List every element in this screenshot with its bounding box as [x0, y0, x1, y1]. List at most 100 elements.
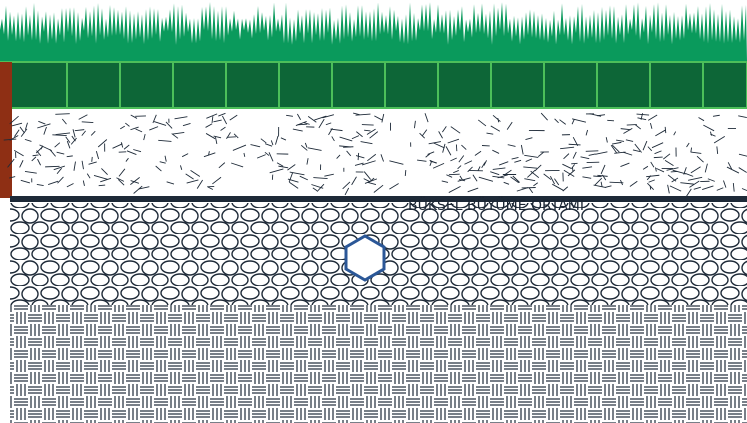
hatch-stroke — [126, 150, 137, 155]
hatch-stroke — [741, 188, 747, 192]
hatch-stroke — [738, 153, 747, 157]
hatch-stroke — [605, 137, 608, 143]
hatch-stroke — [66, 155, 73, 158]
hatch-stroke — [264, 151, 270, 156]
hatch-stroke — [554, 118, 559, 124]
hatch-stroke — [318, 118, 325, 129]
hatch-stroke — [37, 158, 42, 166]
hatch-stroke — [713, 136, 726, 144]
hatch-stroke — [98, 184, 106, 187]
hatch-stroke — [689, 180, 700, 188]
hatch-stroke — [421, 129, 428, 137]
hatch-stroke — [663, 153, 671, 160]
hatch-stroke — [442, 143, 446, 153]
hatch-stroke — [716, 146, 719, 154]
hatch-stroke — [428, 141, 442, 145]
hatch-stroke — [525, 158, 533, 162]
hatch-stroke — [664, 159, 674, 166]
hatch-stroke — [625, 139, 634, 142]
hatch-stroke — [20, 179, 31, 184]
hatch-stroke — [11, 122, 23, 127]
hatch-stroke — [600, 181, 603, 188]
hatch-stroke — [205, 133, 216, 140]
grass — [0, 2, 747, 62]
hatch-stroke — [549, 175, 555, 185]
hatch-stroke — [135, 128, 143, 133]
sand-layer — [3, 112, 747, 197]
hatch-stroke — [344, 187, 350, 196]
hatch-stroke — [49, 148, 56, 157]
hatch-stroke — [650, 161, 655, 168]
hatch-stroke — [311, 184, 324, 189]
hatch-stroke — [130, 177, 140, 185]
hatch-stroke — [459, 175, 464, 181]
hatch-stroke — [165, 121, 173, 129]
hatch-stroke — [93, 174, 108, 180]
hatch-stroke — [492, 114, 501, 122]
hatch-stroke — [481, 162, 486, 169]
hatch-stroke — [492, 167, 506, 170]
hatch-stroke — [276, 162, 284, 167]
hatch-stroke — [118, 168, 126, 177]
hatch-stroke — [467, 187, 479, 193]
hatch-stroke — [655, 167, 657, 172]
hatch-stroke — [610, 144, 618, 154]
hatch-stroke — [588, 153, 596, 156]
hatch-stroke — [133, 149, 142, 153]
hatch-stroke — [322, 114, 335, 119]
hatch-stroke — [543, 173, 552, 180]
hatch-stroke — [356, 131, 363, 138]
hatch-stroke — [432, 162, 445, 169]
hatch-stroke — [355, 155, 365, 159]
hatch-stroke — [373, 184, 384, 193]
hatch-stroke — [346, 150, 352, 157]
hatch-stroke — [205, 123, 213, 128]
hatch-stroke — [221, 115, 228, 125]
hatch-stroke — [458, 155, 465, 163]
hatch-stroke — [354, 162, 364, 166]
hatch-stroke — [483, 160, 487, 166]
hatch-stroke — [36, 184, 44, 187]
hatch-stroke — [417, 159, 427, 162]
hatch-stroke — [492, 149, 500, 154]
hatch-stroke — [9, 115, 19, 125]
hatch-stroke — [312, 187, 318, 192]
hatch-stroke — [81, 130, 86, 136]
hatch-stroke — [289, 181, 299, 189]
hatch-stroke — [296, 113, 301, 120]
hatch-stroke — [330, 128, 343, 132]
hatch-stroke — [374, 115, 383, 121]
hatch-stroke — [620, 162, 630, 167]
hatch-stroke — [231, 162, 244, 168]
hatch-stroke — [441, 126, 447, 133]
hatch-stroke — [300, 144, 308, 151]
hatch-stroke — [595, 151, 608, 155]
hatch-stroke — [314, 115, 327, 121]
hatch-stroke — [655, 129, 666, 137]
hatch-stroke — [492, 175, 505, 179]
hatch-stroke — [673, 131, 677, 136]
hatch-stroke — [690, 166, 701, 174]
hatch-stroke — [256, 154, 266, 159]
hatch-stroke — [65, 136, 71, 143]
hatch-stroke — [537, 151, 545, 157]
hatch-stroke — [324, 173, 334, 177]
hatch-stroke — [472, 174, 478, 182]
hatch-stroke — [307, 147, 322, 151]
hatch-stroke — [218, 112, 226, 117]
hatch-stroke — [74, 129, 85, 132]
hatch-stroke — [66, 140, 71, 149]
hatch-stroke — [278, 165, 289, 169]
hatch-stroke — [95, 150, 100, 160]
hatch-stroke — [560, 146, 575, 150]
hatch-stroke — [56, 167, 62, 175]
hatch-stroke — [90, 130, 96, 136]
hatch-stroke — [138, 186, 150, 190]
hatch-stroke — [288, 172, 293, 183]
hatch-stroke — [597, 114, 606, 117]
hatch-stroke — [450, 157, 457, 162]
hatch-stroke — [635, 124, 642, 130]
hatch-stroke — [459, 179, 466, 182]
hatch-stroke — [81, 121, 94, 124]
hatch-stroke — [66, 183, 74, 188]
